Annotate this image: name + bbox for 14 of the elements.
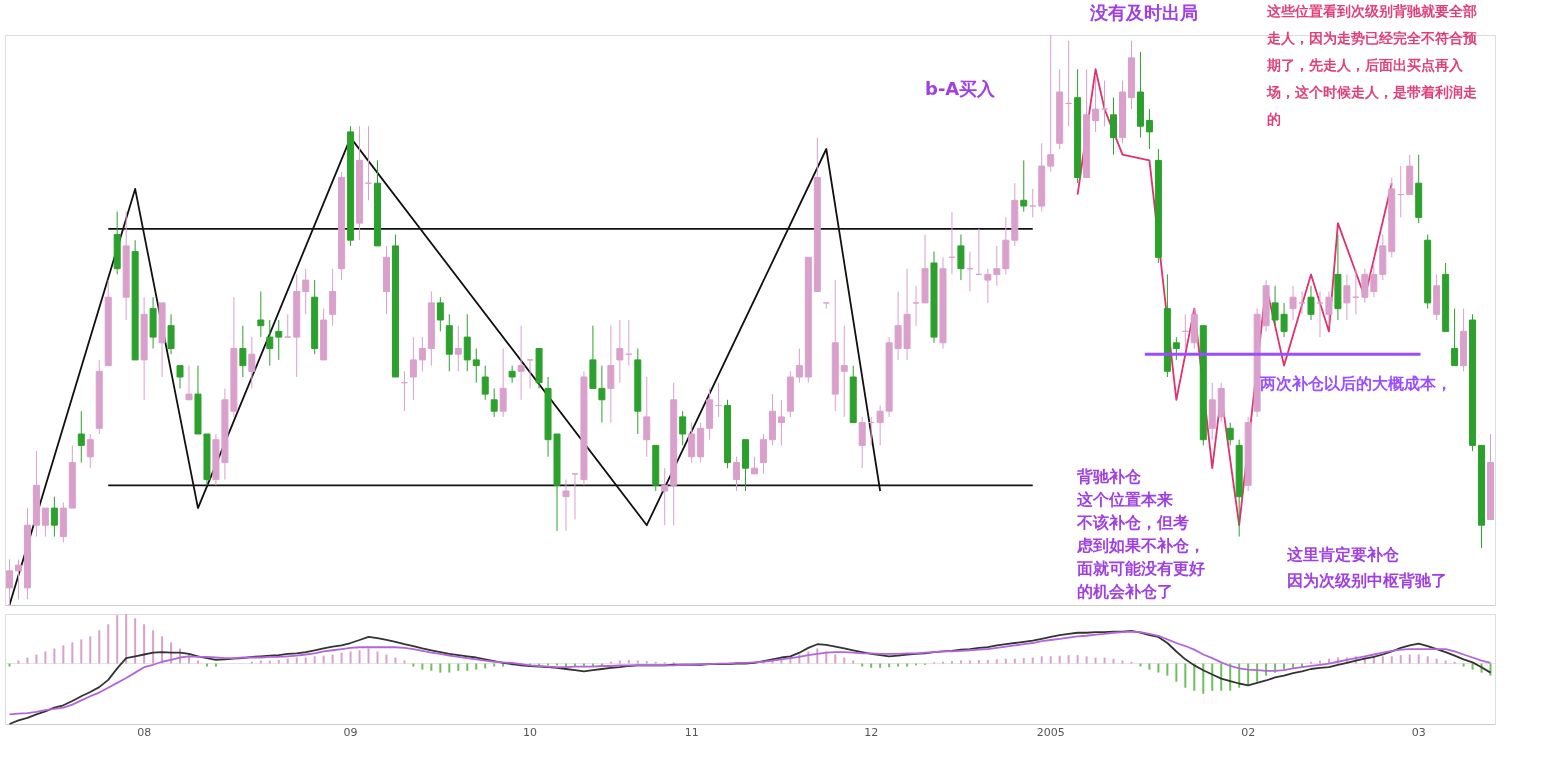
x-tick-label: 08 [137, 725, 152, 739]
x-tick-label: 12 [864, 725, 879, 739]
x-tick-label: 03 [1411, 725, 1426, 739]
x-tick-label: 2005 [1036, 725, 1065, 739]
x-tick-label: 11 [684, 725, 699, 739]
ref-line-label: 两次补仓以后的大概成本， [1259, 374, 1452, 394]
x-tick-label: 02 [1241, 725, 1256, 739]
annotation: 这些位置看到次级别背驰就要全部走人，因为走势已经完全不符合预期了，先走人，后面出买点再入场，这个时候走人，是带着利润走的 [1266, 3, 1478, 127]
annotation: 背驰补仓这个位置本来不该补仓，但考虑到如果不补仓，面就可能没有更好的机会补仓了 [1076, 467, 1205, 601]
x-tick-label: 09 [343, 725, 358, 739]
annotation: 这里肯定要补仓因为次级别中枢背驰了 [1286, 545, 1447, 590]
annotation: b-A买入 [925, 78, 997, 99]
text: 没有及时出局 [1089, 2, 1198, 23]
x-tick-label: 10 [523, 725, 538, 739]
